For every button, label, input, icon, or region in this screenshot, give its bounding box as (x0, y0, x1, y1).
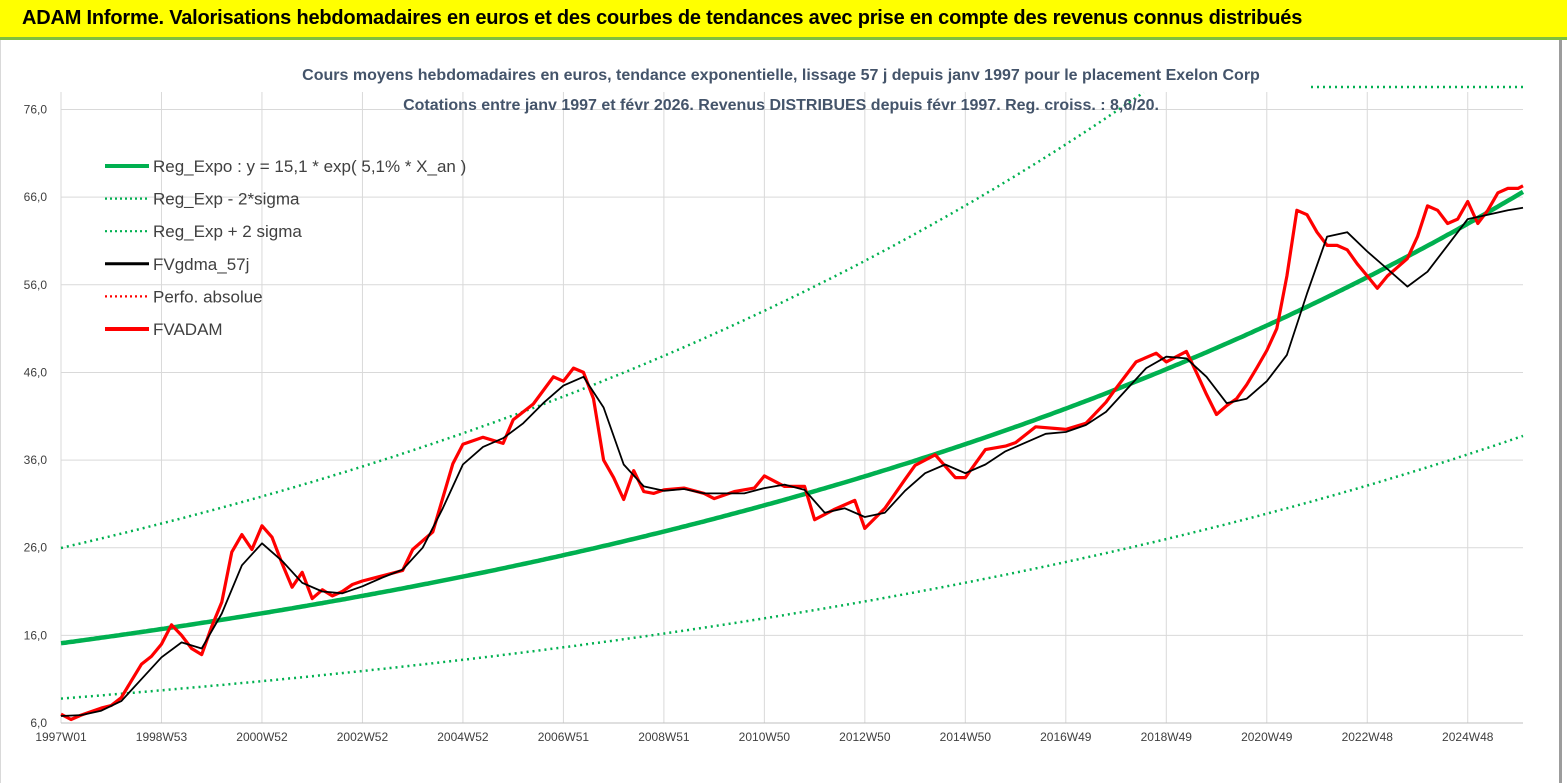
x-tick-label: 2018W49 (1141, 730, 1193, 744)
legend-label: Reg_Exp - 2*sigma (153, 190, 300, 209)
x-tick-label: 2022W48 (1342, 730, 1394, 744)
chart-legend: Reg_Expo : y = 15,1 * exp( 5,1% * X_an )… (105, 157, 466, 339)
legend-label: FVgdma_57j (153, 255, 249, 274)
y-tick-label: 26,0 (24, 541, 48, 555)
x-tick-label: 2016W49 (1040, 730, 1092, 744)
chart-title-line2: Cotations entre janv 1997 et févr 2026. … (403, 97, 1159, 114)
reg-plus-2sigma-line (60, 91, 1145, 550)
price-trend-chart: 6,0 16,0 26,0 36,0 46,0 56,0 66,0 76,0 1997W01 19… (24, 67, 1525, 744)
legend-label: Reg_Expo : y = 15,1 * exp( 5,1% * X_an ) (153, 157, 466, 176)
y-tick-label: 16,0 (24, 628, 48, 642)
reg-expo-line (60, 189, 1525, 646)
axis-ticks: 6,0 16,0 26,0 36,0 46,0 56,0 66,0 76,0 1997W01 19… (24, 103, 1494, 744)
chart-title-line1: Cours moyens hebdomadaires en euros, ten… (302, 67, 1260, 84)
x-tick-label: 1997W01 (35, 730, 87, 744)
reg-minus-2sigma-line (60, 434, 1524, 700)
report-header: ADAM Informe. Valorisations hebdomadaire… (0, 0, 1567, 40)
report-title: ADAM Informe. Valorisations hebdomadaire… (22, 7, 1303, 29)
legend-label: FVADAM (153, 320, 223, 339)
y-tick-label: 36,0 (24, 453, 48, 467)
x-tick-label: 2002W52 (337, 730, 389, 744)
x-tick-label: 2024W48 (1442, 730, 1494, 744)
y-tick-label: 6,0 (30, 716, 47, 730)
y-tick-label: 56,0 (24, 278, 48, 292)
y-tick-label: 66,0 (24, 190, 48, 204)
x-tick-label: 1998W53 (136, 730, 188, 744)
x-tick-label: 2014W50 (940, 730, 992, 744)
x-tick-label: 2008W51 (638, 730, 690, 744)
x-tick-label: 2000W52 (236, 730, 288, 744)
x-tick-label: 2010W50 (739, 730, 791, 744)
plot-series (60, 85, 1525, 722)
chart-frame: 6,0 16,0 26,0 36,0 46,0 56,0 66,0 76,0 1997W01 19… (0, 40, 1562, 783)
fvadam-line (60, 184, 1524, 722)
fvgdma-57j-line (60, 206, 1524, 717)
x-tick-label: 2012W50 (839, 730, 891, 744)
gridlines (60, 92, 1523, 724)
y-tick-label: 46,0 (24, 365, 48, 379)
x-tick-label: 2020W49 (1241, 730, 1293, 744)
legend-label: Perfo. absolue (153, 287, 263, 306)
x-tick-label: 2004W52 (437, 730, 489, 744)
legend-label: Reg_Exp + 2 sigma (153, 222, 302, 241)
x-tick-label: 2006W51 (538, 730, 590, 744)
y-tick-label: 76,0 (24, 103, 48, 117)
